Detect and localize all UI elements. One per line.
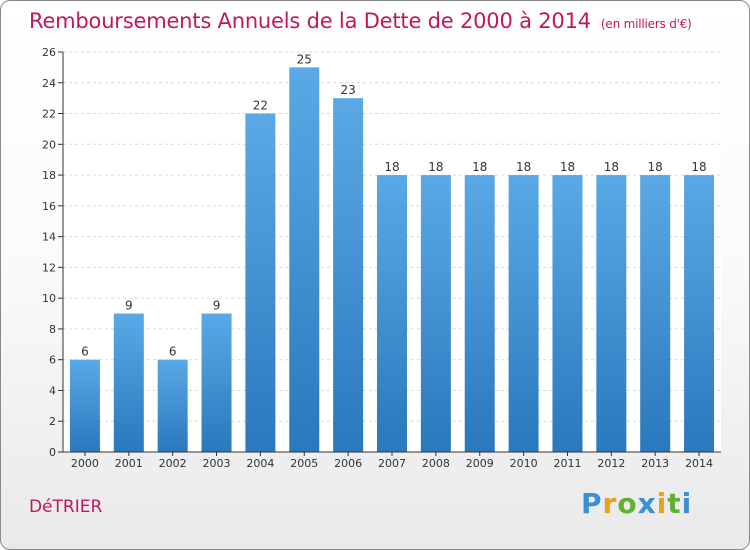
bar bbox=[113, 313, 144, 452]
y-tick-label: 18 bbox=[42, 169, 56, 182]
unit-label: (en milliers d'€) bbox=[600, 17, 692, 31]
bar bbox=[508, 175, 539, 453]
data-label: 23 bbox=[340, 83, 355, 97]
y-tick-label: 22 bbox=[42, 108, 56, 121]
x-tick-label: 2005 bbox=[290, 457, 318, 470]
y-tick-label: 10 bbox=[42, 292, 56, 305]
y-tick-label: 14 bbox=[42, 231, 56, 244]
logo-letter: P bbox=[581, 487, 603, 520]
bar bbox=[640, 175, 671, 453]
data-label: 18 bbox=[384, 160, 399, 174]
y-tick-label: 24 bbox=[42, 77, 56, 90]
x-tick-label: 2002 bbox=[159, 457, 187, 470]
chart-title: Remboursements Annuels de la Dette de 20… bbox=[29, 9, 692, 33]
data-label: 18 bbox=[604, 160, 619, 174]
data-label: 6 bbox=[169, 345, 177, 359]
data-label: 18 bbox=[560, 160, 575, 174]
x-tick-label: 2001 bbox=[115, 457, 143, 470]
logo-letter: o bbox=[617, 487, 638, 520]
bar bbox=[552, 175, 583, 453]
y-tick-label: 6 bbox=[49, 354, 56, 367]
y-tick-label: 16 bbox=[42, 200, 56, 213]
x-tick-label: 2000 bbox=[71, 457, 99, 470]
bar bbox=[333, 98, 364, 453]
y-tick-label: 4 bbox=[49, 384, 56, 397]
data-label: 22 bbox=[253, 99, 268, 113]
x-tick-label: 2007 bbox=[378, 457, 406, 470]
bar bbox=[245, 113, 276, 453]
data-label: 18 bbox=[648, 160, 663, 174]
bar bbox=[596, 175, 627, 453]
logo-letter: i bbox=[681, 487, 693, 520]
bar bbox=[684, 175, 715, 453]
data-label: 6 bbox=[81, 345, 89, 359]
y-tick-label: 0 bbox=[49, 446, 56, 459]
y-tick-label: 12 bbox=[42, 261, 56, 274]
bar bbox=[289, 67, 320, 452]
logo-letter: r bbox=[602, 487, 618, 520]
commune-name: DéTRIER bbox=[29, 497, 103, 517]
data-label: 18 bbox=[472, 160, 487, 174]
x-tick-label: 2003 bbox=[203, 457, 231, 470]
proxiti-logo: Proxiti bbox=[581, 487, 692, 520]
data-label: 25 bbox=[297, 52, 312, 66]
logo-letter: t bbox=[667, 487, 682, 520]
x-tick-label: 2012 bbox=[597, 457, 625, 470]
x-tick-label: 2008 bbox=[422, 457, 450, 470]
data-label: 18 bbox=[428, 160, 443, 174]
y-tick-label: 2 bbox=[49, 415, 56, 428]
logo-letter: x bbox=[637, 487, 657, 520]
bar bbox=[420, 175, 451, 453]
data-label: 18 bbox=[516, 160, 531, 174]
x-tick-label: 2010 bbox=[510, 457, 538, 470]
logo-letter: i bbox=[656, 487, 668, 520]
bar bbox=[201, 313, 232, 452]
x-tick-label: 2014 bbox=[685, 457, 713, 470]
bar bbox=[157, 359, 188, 452]
x-tick-label: 2009 bbox=[466, 457, 494, 470]
x-tick-label: 2006 bbox=[334, 457, 362, 470]
x-tick-label: 2004 bbox=[246, 457, 274, 470]
data-label: 9 bbox=[213, 299, 221, 313]
y-tick-label: 20 bbox=[42, 138, 56, 151]
bar bbox=[377, 175, 407, 453]
x-tick-label: 2011 bbox=[553, 457, 581, 470]
bar bbox=[69, 359, 100, 452]
y-tick-label: 26 bbox=[42, 46, 56, 59]
bar bbox=[464, 175, 495, 453]
x-tick-label: 2013 bbox=[641, 457, 669, 470]
y-tick-label: 8 bbox=[49, 323, 56, 336]
data-label: 18 bbox=[691, 160, 706, 174]
data-label: 9 bbox=[125, 299, 133, 313]
